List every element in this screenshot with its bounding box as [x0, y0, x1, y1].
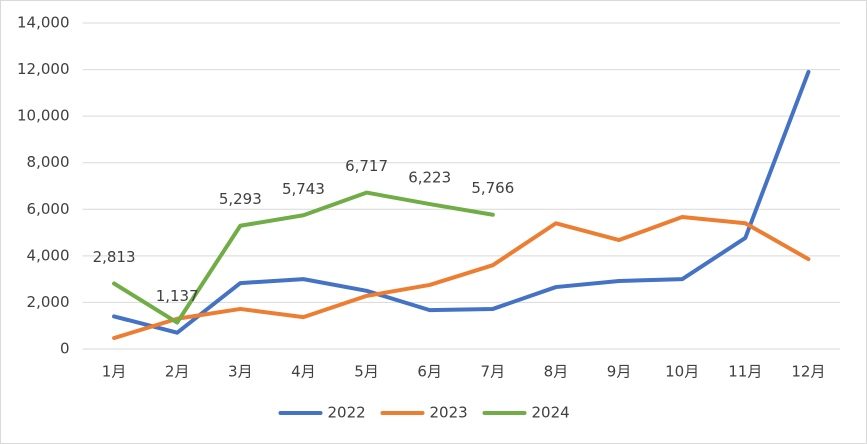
- x-tick-label: 12月: [791, 363, 825, 381]
- x-tick-label: 3月: [228, 363, 253, 381]
- x-tick-label: 6月: [417, 363, 442, 381]
- x-tick-label: 9月: [607, 363, 632, 381]
- data-label: 5,766: [471, 179, 514, 197]
- x-tick-label: 2月: [165, 363, 190, 381]
- legend-label: 2023: [430, 404, 468, 422]
- data-label: 5,743: [282, 180, 325, 198]
- data-label: 6,223: [408, 169, 451, 187]
- x-tick-label: 5月: [354, 363, 379, 381]
- y-tick-label: 12,000: [17, 60, 70, 78]
- x-tick-label: 10月: [665, 363, 699, 381]
- series-line: [112, 69, 811, 335]
- legend-label: 2024: [532, 404, 570, 422]
- x-tick-label: 7月: [481, 363, 506, 381]
- y-tick-label: 0: [60, 340, 70, 358]
- x-tick-label: 1月: [102, 363, 127, 381]
- y-tick-label: 2,000: [27, 293, 70, 311]
- x-tick-label: 4月: [291, 363, 316, 381]
- x-tick-label: 8月: [544, 363, 569, 381]
- y-tick-label: 10,000: [17, 107, 70, 125]
- data-label: 6,717: [345, 157, 388, 175]
- data-label: 1,137: [156, 287, 199, 305]
- legend-label: 2022: [328, 404, 366, 422]
- series-line: [112, 190, 495, 325]
- y-tick-label: 14,000: [17, 14, 70, 32]
- data-label: 5,293: [219, 190, 262, 208]
- series-line: [112, 214, 811, 341]
- x-tick-label: 11月: [728, 363, 762, 381]
- data-label: 2,813: [93, 248, 136, 266]
- y-tick-label: 8,000: [27, 153, 70, 171]
- y-tick-label: 6,000: [27, 200, 70, 218]
- y-tick-label: 4,000: [27, 246, 70, 264]
